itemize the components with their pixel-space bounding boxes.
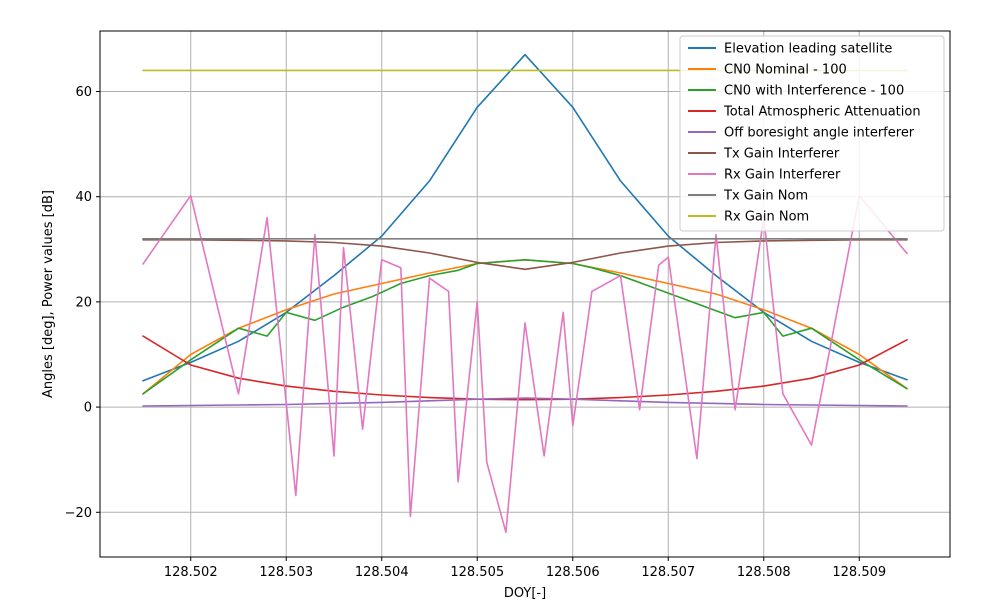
x-tick-label: 128.505 bbox=[450, 565, 504, 580]
legend-label: CN0 Nominal - 100 bbox=[724, 63, 847, 78]
legend-label: Elevation leading satellite bbox=[724, 42, 892, 57]
legend-label: Off boresight angle interferer bbox=[724, 126, 915, 141]
legend-label: Rx Gain Interferer bbox=[724, 168, 841, 183]
x-tick-label: 128.503 bbox=[259, 565, 313, 580]
legend-box bbox=[679, 35, 945, 232]
series-line-6 bbox=[142, 239, 908, 271]
axis-ticks: 128.502 128.503 128.504 128.505 128.506 128.5… bbox=[65, 85, 887, 580]
legend-label: Rx Gain Nom bbox=[724, 210, 809, 225]
series-line-4 bbox=[142, 335, 908, 401]
legend-label: Total Atmospheric Attenuation bbox=[723, 105, 921, 120]
x-tick-label: 128.508 bbox=[737, 565, 791, 580]
y-tick-label: 60 bbox=[75, 85, 92, 100]
y-tick-label: −20 bbox=[65, 506, 92, 521]
series-line-5 bbox=[142, 397, 908, 407]
plot-frame bbox=[99, 30, 951, 558]
x-tick-label: 128.507 bbox=[641, 565, 695, 580]
legend-label: Tx Gain Interferer bbox=[723, 147, 840, 162]
y-axis-label: Angles [deg], Power values [dB] bbox=[41, 190, 56, 398]
x-tick-label: 128.506 bbox=[546, 565, 600, 580]
y-tick-label: 20 bbox=[75, 295, 92, 310]
x-tick-label: 128.504 bbox=[355, 565, 409, 580]
y-tick-label: 40 bbox=[75, 190, 92, 205]
legend-label: CN0 with Interference - 100 bbox=[724, 84, 904, 99]
x-tick-label: 128.509 bbox=[832, 565, 886, 580]
series-line-7 bbox=[142, 194, 908, 534]
legend-label: Tx Gain Nom bbox=[723, 189, 808, 204]
legend: Elevation leading satellite CN0 Nominal -… bbox=[679, 35, 945, 232]
series-line-1 bbox=[142, 53, 908, 382]
x-tick-label: 128.502 bbox=[164, 565, 218, 580]
series-line-3 bbox=[142, 258, 908, 395]
x-axis-label: DOY[-] bbox=[504, 586, 546, 600]
y-tick-label: 0 bbox=[84, 401, 92, 416]
